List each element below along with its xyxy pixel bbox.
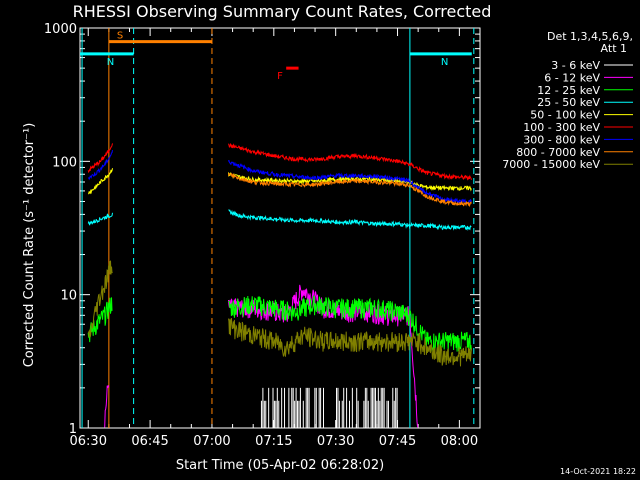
series-line xyxy=(228,295,472,353)
plot-frame xyxy=(79,27,481,429)
legend-label: 300 - 800 keV xyxy=(523,133,600,146)
y-axis-label: Corrected Count Rate (s⁻¹ detector⁻¹) xyxy=(22,123,37,368)
x-tick-label: 07:00 xyxy=(193,434,230,449)
x-tick-label: 06:30 xyxy=(70,434,107,449)
footer-timestamp: 14-Oct-2021 18:22 xyxy=(560,467,636,476)
vertical-markers xyxy=(81,28,475,428)
flag-label: N xyxy=(107,57,114,68)
flag-label: F xyxy=(277,71,283,82)
y-tick-label: 1 xyxy=(69,422,77,437)
legend-label: 7000 - 15000 keV xyxy=(502,158,600,171)
legend-label: 800 - 7000 keV xyxy=(516,146,600,159)
x-tick-label: 06:45 xyxy=(131,434,168,449)
series-line xyxy=(88,150,113,181)
series-line xyxy=(87,297,113,343)
x-axis: 06:30 06:45 07:00 07:15 07:30 07:45 08:00 xyxy=(70,28,478,449)
series-line xyxy=(87,212,113,226)
series-line xyxy=(228,172,472,208)
x-axis-label: Start Time (05-Apr-02 06:28:02) xyxy=(176,458,384,473)
y-axis: 1 10 100 1000 xyxy=(44,22,480,437)
series-line xyxy=(228,209,472,232)
legend-label: 3 - 6 keV xyxy=(551,59,600,72)
series-lines xyxy=(87,143,472,428)
flag-bars: S N N F xyxy=(80,31,472,82)
legend-header-line2: Att 1 xyxy=(601,42,627,55)
series-line xyxy=(104,385,110,428)
legend-label: 50 - 100 keV xyxy=(530,109,600,122)
legend-label: 25 - 50 keV xyxy=(537,96,600,109)
series-line xyxy=(88,168,113,195)
legend-label: 6 - 12 keV xyxy=(544,71,600,84)
chart-title: RHESSI Observing Summary Count Rates, Co… xyxy=(73,2,492,21)
flag-label: S xyxy=(117,31,123,42)
legend-label: 100 - 300 keV xyxy=(523,121,600,134)
legend-label: 12 - 25 keV xyxy=(537,84,600,97)
series-line xyxy=(87,143,113,174)
y-tick-label: 100 xyxy=(52,155,77,170)
series-line xyxy=(87,260,113,338)
x-tick-label: 07:45 xyxy=(379,434,416,449)
y-tick-label: 10 xyxy=(60,289,77,304)
y-tick-label: 1000 xyxy=(44,22,77,37)
x-tick-label: 07:30 xyxy=(317,434,354,449)
flag-label: N xyxy=(441,57,448,68)
x-tick-label: 08:00 xyxy=(441,434,478,449)
legend-header-line1: Det 1,3,4,5,6,9, xyxy=(547,30,633,43)
x-tick-label: 07:15 xyxy=(255,434,292,449)
series-line xyxy=(228,318,472,367)
series-line xyxy=(228,143,472,181)
